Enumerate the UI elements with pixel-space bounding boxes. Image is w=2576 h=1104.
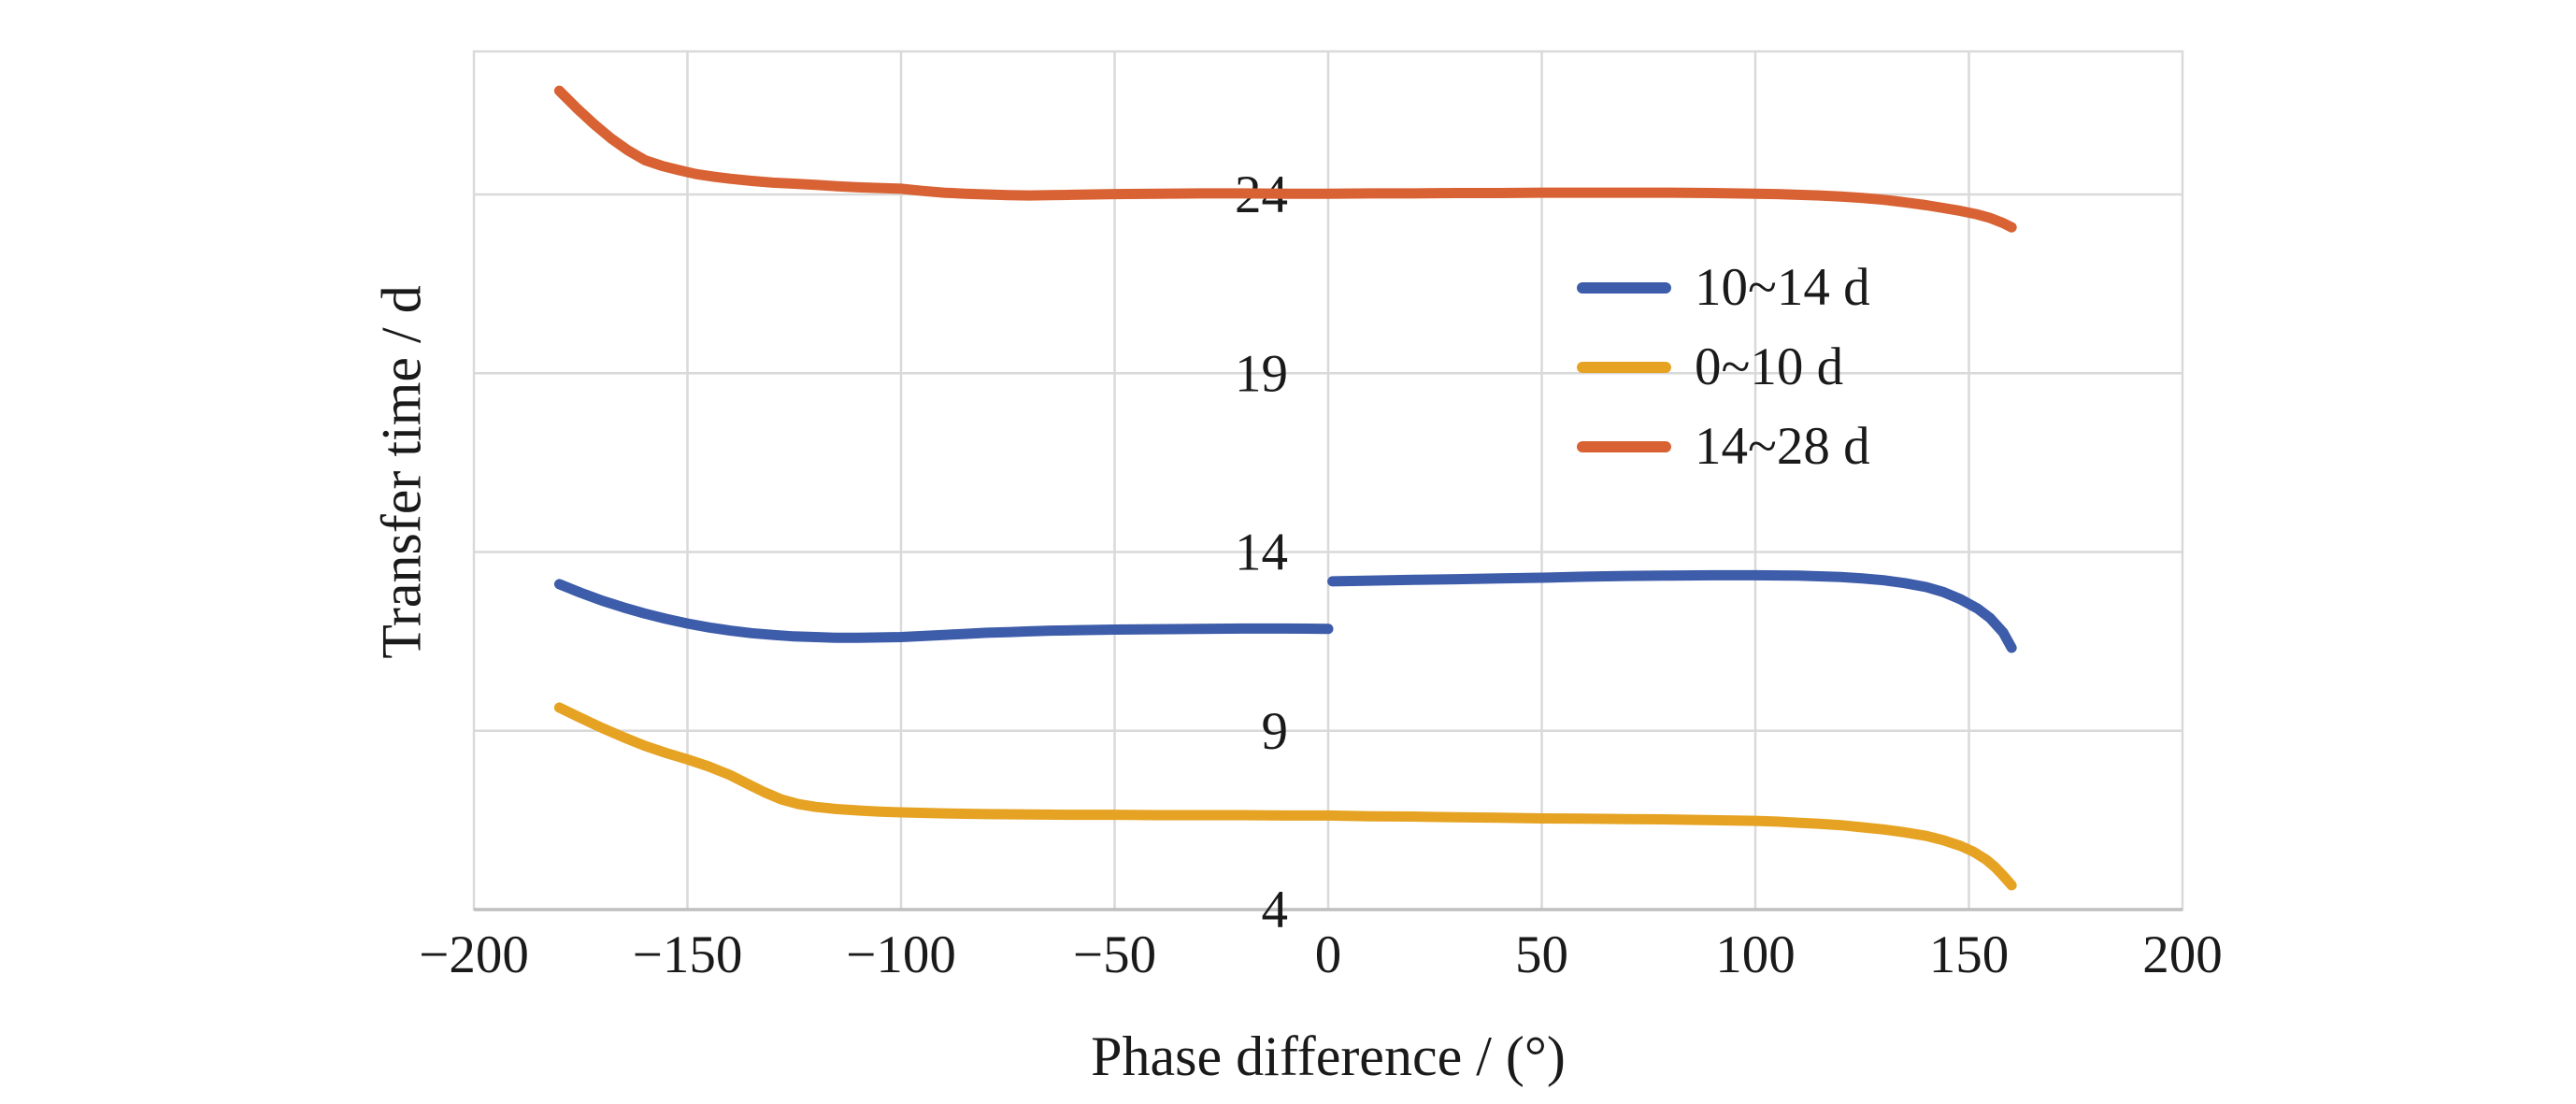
legend-swatch-0-10d xyxy=(1577,361,1671,373)
x-tick-label: −50 xyxy=(1073,925,1156,984)
x-tick-label: −200 xyxy=(419,925,529,984)
x-tick-label: 50 xyxy=(1515,925,1568,984)
series-line-0 xyxy=(553,579,1334,643)
y-tick-label: 19 xyxy=(1235,344,1288,403)
legend-swatch-10-14d xyxy=(1577,281,1671,294)
x-tick-label: 100 xyxy=(1715,925,1796,984)
x-tick-label: −150 xyxy=(633,925,743,984)
legend-swatch-14-28d xyxy=(1577,440,1671,452)
x-axis-title: Phase difference / (°) xyxy=(1091,1025,1566,1087)
y-tick-label: 14 xyxy=(1235,523,1288,582)
y-tick-label: 4 xyxy=(1262,881,1289,939)
x-tick-label: 150 xyxy=(1929,925,2010,984)
legend-item-14-28d: 14~28 d xyxy=(1577,407,1870,486)
series-line-2 xyxy=(553,85,2017,233)
legend-item-10-14d: 10~14 d xyxy=(1577,248,1870,327)
x-tick-label: 0 xyxy=(1315,925,1342,984)
y-tick-label: 9 xyxy=(1262,702,1289,761)
series-line-0 xyxy=(1327,569,2017,653)
x-tick-label: 200 xyxy=(2142,925,2223,984)
legend-label-14-28d: 14~28 d xyxy=(1695,417,1870,476)
legend-label-10-14d: 10~14 d xyxy=(1695,258,1870,317)
x-tick-label: −100 xyxy=(846,925,956,984)
y-axis-title: Transfer time / d xyxy=(370,285,433,659)
series-line-1 xyxy=(553,702,2017,891)
legend-label-0-10d: 0~10 d xyxy=(1695,337,1844,396)
legend-item-0-10d: 0~10 d xyxy=(1577,327,1870,407)
legend: 10~14 d 0~10 d 14~28 d xyxy=(1577,248,1870,486)
